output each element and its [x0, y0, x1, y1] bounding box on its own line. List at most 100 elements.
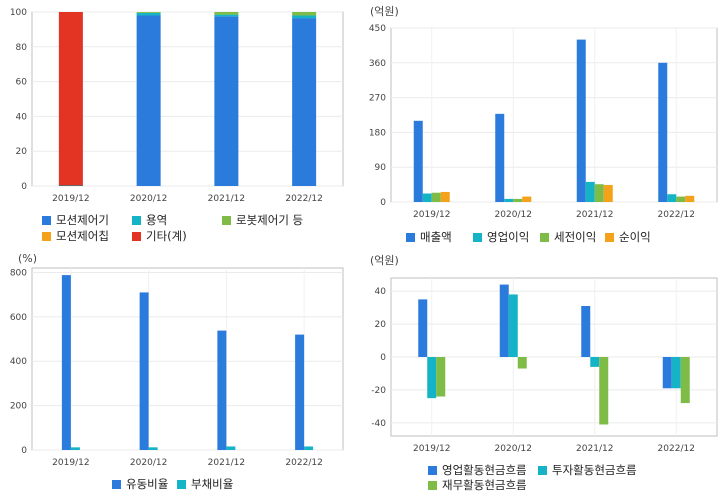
bar: [136, 12, 161, 13]
legend-swatch: [428, 480, 437, 490]
bar: [427, 357, 437, 399]
y-tick-label: 20: [375, 320, 387, 330]
legend-label: 투자활동현금흐름: [552, 463, 637, 477]
bar: [436, 357, 446, 397]
x-tick-label: 2022/12: [285, 458, 322, 468]
y-tick-label: 400: [10, 357, 27, 367]
bar: [217, 330, 227, 450]
bar: [576, 39, 586, 202]
legend-item-revenue[interactable]: 매출액: [406, 229, 452, 245]
bar: [292, 18, 317, 187]
y-tick-label: 450: [369, 24, 386, 34]
y-tick-label: 40: [375, 287, 387, 297]
bar: [136, 15, 161, 187]
chart-unit: (억원): [370, 254, 399, 267]
legend-swatch: [605, 232, 614, 242]
legend-label: 유동비율: [126, 477, 169, 491]
x-tick-label: 2021/12: [576, 210, 613, 220]
bar: [440, 191, 450, 202]
ratio-plot: 0 200 400 600 800 2019/12 2020/12 2021/12 2022/1…: [10, 267, 344, 468]
bar: [581, 305, 591, 357]
bar: [667, 194, 677, 202]
bar: [214, 12, 239, 15]
plot-frame: [31, 11, 344, 187]
legend-item-pretax-profit[interactable]: 세전이익: [540, 229, 596, 245]
bar: [603, 184, 613, 202]
product-mix-chart: 0 20 40 60 80 100 2019/12 2020/12 2021/12 2022/12…: [0, 0, 360, 248]
bar: [214, 16, 239, 186]
y-tick-label: -20: [371, 386, 386, 396]
bar: [413, 120, 423, 202]
legend-item-operating-profit[interactable]: 영업이익: [473, 229, 529, 245]
product-mix-plot: 0 20 40 60 80 100 2019/12 2020/12 2021/12 2022/12: [10, 8, 344, 204]
chart-unit: (억원): [370, 5, 399, 18]
bar: [504, 198, 514, 202]
y-tick-label: 60: [16, 78, 28, 88]
bar: [418, 299, 428, 357]
bar: [585, 181, 595, 202]
legend-item-financing-cf[interactable]: 재무활동현금흐름: [428, 477, 527, 493]
legend-item-robot-controller[interactable]: 로봇제어기 등: [222, 212, 303, 228]
legend-item-operating-cf[interactable]: 영업활동현금흐름: [428, 462, 527, 478]
legend-label: 영업활동현금흐름: [442, 463, 527, 477]
legend-swatch: [406, 232, 415, 242]
bar: [58, 12, 83, 186]
x-tick-label: 2019/12: [52, 194, 89, 204]
legend-label: 기타(계): [146, 229, 187, 243]
legend-swatch: [540, 232, 549, 242]
y-tick-label: 180: [369, 128, 386, 138]
bar: [590, 357, 600, 367]
income-plot: 0 90 180 270 360 450 2019/12 2020/12 2021/12 2022…: [369, 24, 718, 220]
legend-label: 순이익: [619, 230, 651, 244]
x-tick-label: 2019/12: [52, 458, 89, 468]
x-tick-label: 2021/12: [208, 458, 245, 468]
y-tick-label: -40: [371, 419, 386, 429]
legend-item-motion-controller[interactable]: 모션제어기: [42, 212, 109, 228]
y-tick-label: 0: [380, 353, 386, 363]
x-tick-label: 2022/12: [285, 194, 322, 204]
bar: [136, 12, 161, 16]
legend-label: 매출액: [420, 230, 452, 244]
legend-item-service[interactable]: 용역: [132, 212, 167, 228]
bar: [685, 195, 695, 202]
legend-label: 용역: [146, 213, 168, 227]
legend-item-debt-ratio[interactable]: 부채비율: [177, 476, 233, 492]
bar: [226, 446, 236, 450]
legend-item-motion-chip[interactable]: 모션제어칩: [42, 228, 109, 244]
legend-swatch: [42, 215, 51, 225]
legend-swatch: [538, 465, 547, 475]
cashflow-plot: -40 -20 0 20 40 2019/12 2020/12 2021/12 2022/12: [371, 277, 718, 454]
legend-item-other[interactable]: 기타(계): [132, 228, 187, 244]
y-tick-label: 40: [16, 112, 28, 122]
legend-label: 모션제어기: [56, 213, 109, 227]
legend-label: 부채비율: [191, 477, 234, 491]
cashflow-chart: (억원) -40 -20 0 20 40 2019/12 2020/12 2021/12 202…: [360, 248, 720, 496]
bar: [671, 357, 681, 389]
y-tick-label: 0: [380, 198, 386, 208]
y-tick-label: 360: [369, 59, 386, 69]
bar: [599, 357, 609, 425]
y-tick-label: 200: [10, 402, 27, 412]
bar: [61, 275, 71, 450]
x-tick-label: 2020/12: [495, 210, 532, 220]
y-tick-label: 20: [16, 147, 28, 157]
x-tick-label: 2020/12: [495, 444, 532, 454]
product-mix-legend: 모션제어기 용역 로봇제어기 등 모션제어칩 기타(계): [0, 0, 360, 248]
bar: [522, 196, 532, 202]
x-tick-label: 2022/12: [658, 210, 695, 220]
ratio-legend: 유동비율 부채비율: [0, 248, 360, 496]
legend-item-current-ratio[interactable]: 유동비율: [112, 476, 168, 492]
legend-item-investing-cf[interactable]: 투자활동현금흐름: [538, 462, 637, 478]
legend-label: 모션제어칩: [56, 229, 109, 243]
x-tick-label: 2019/12: [413, 444, 450, 454]
y-tick-label: 800: [10, 268, 27, 278]
bar: [508, 294, 518, 357]
legend-swatch: [177, 479, 186, 489]
y-tick-label: 600: [10, 313, 27, 323]
legend-swatch: [428, 465, 437, 475]
y-tick-label: 90: [375, 163, 387, 173]
x-tick-label: 2021/12: [576, 444, 613, 454]
legend-label: 재무활동현금흐름: [442, 478, 527, 492]
x-tick-label: 2021/12: [208, 194, 245, 204]
legend-item-net-profit[interactable]: 순이익: [605, 229, 651, 245]
